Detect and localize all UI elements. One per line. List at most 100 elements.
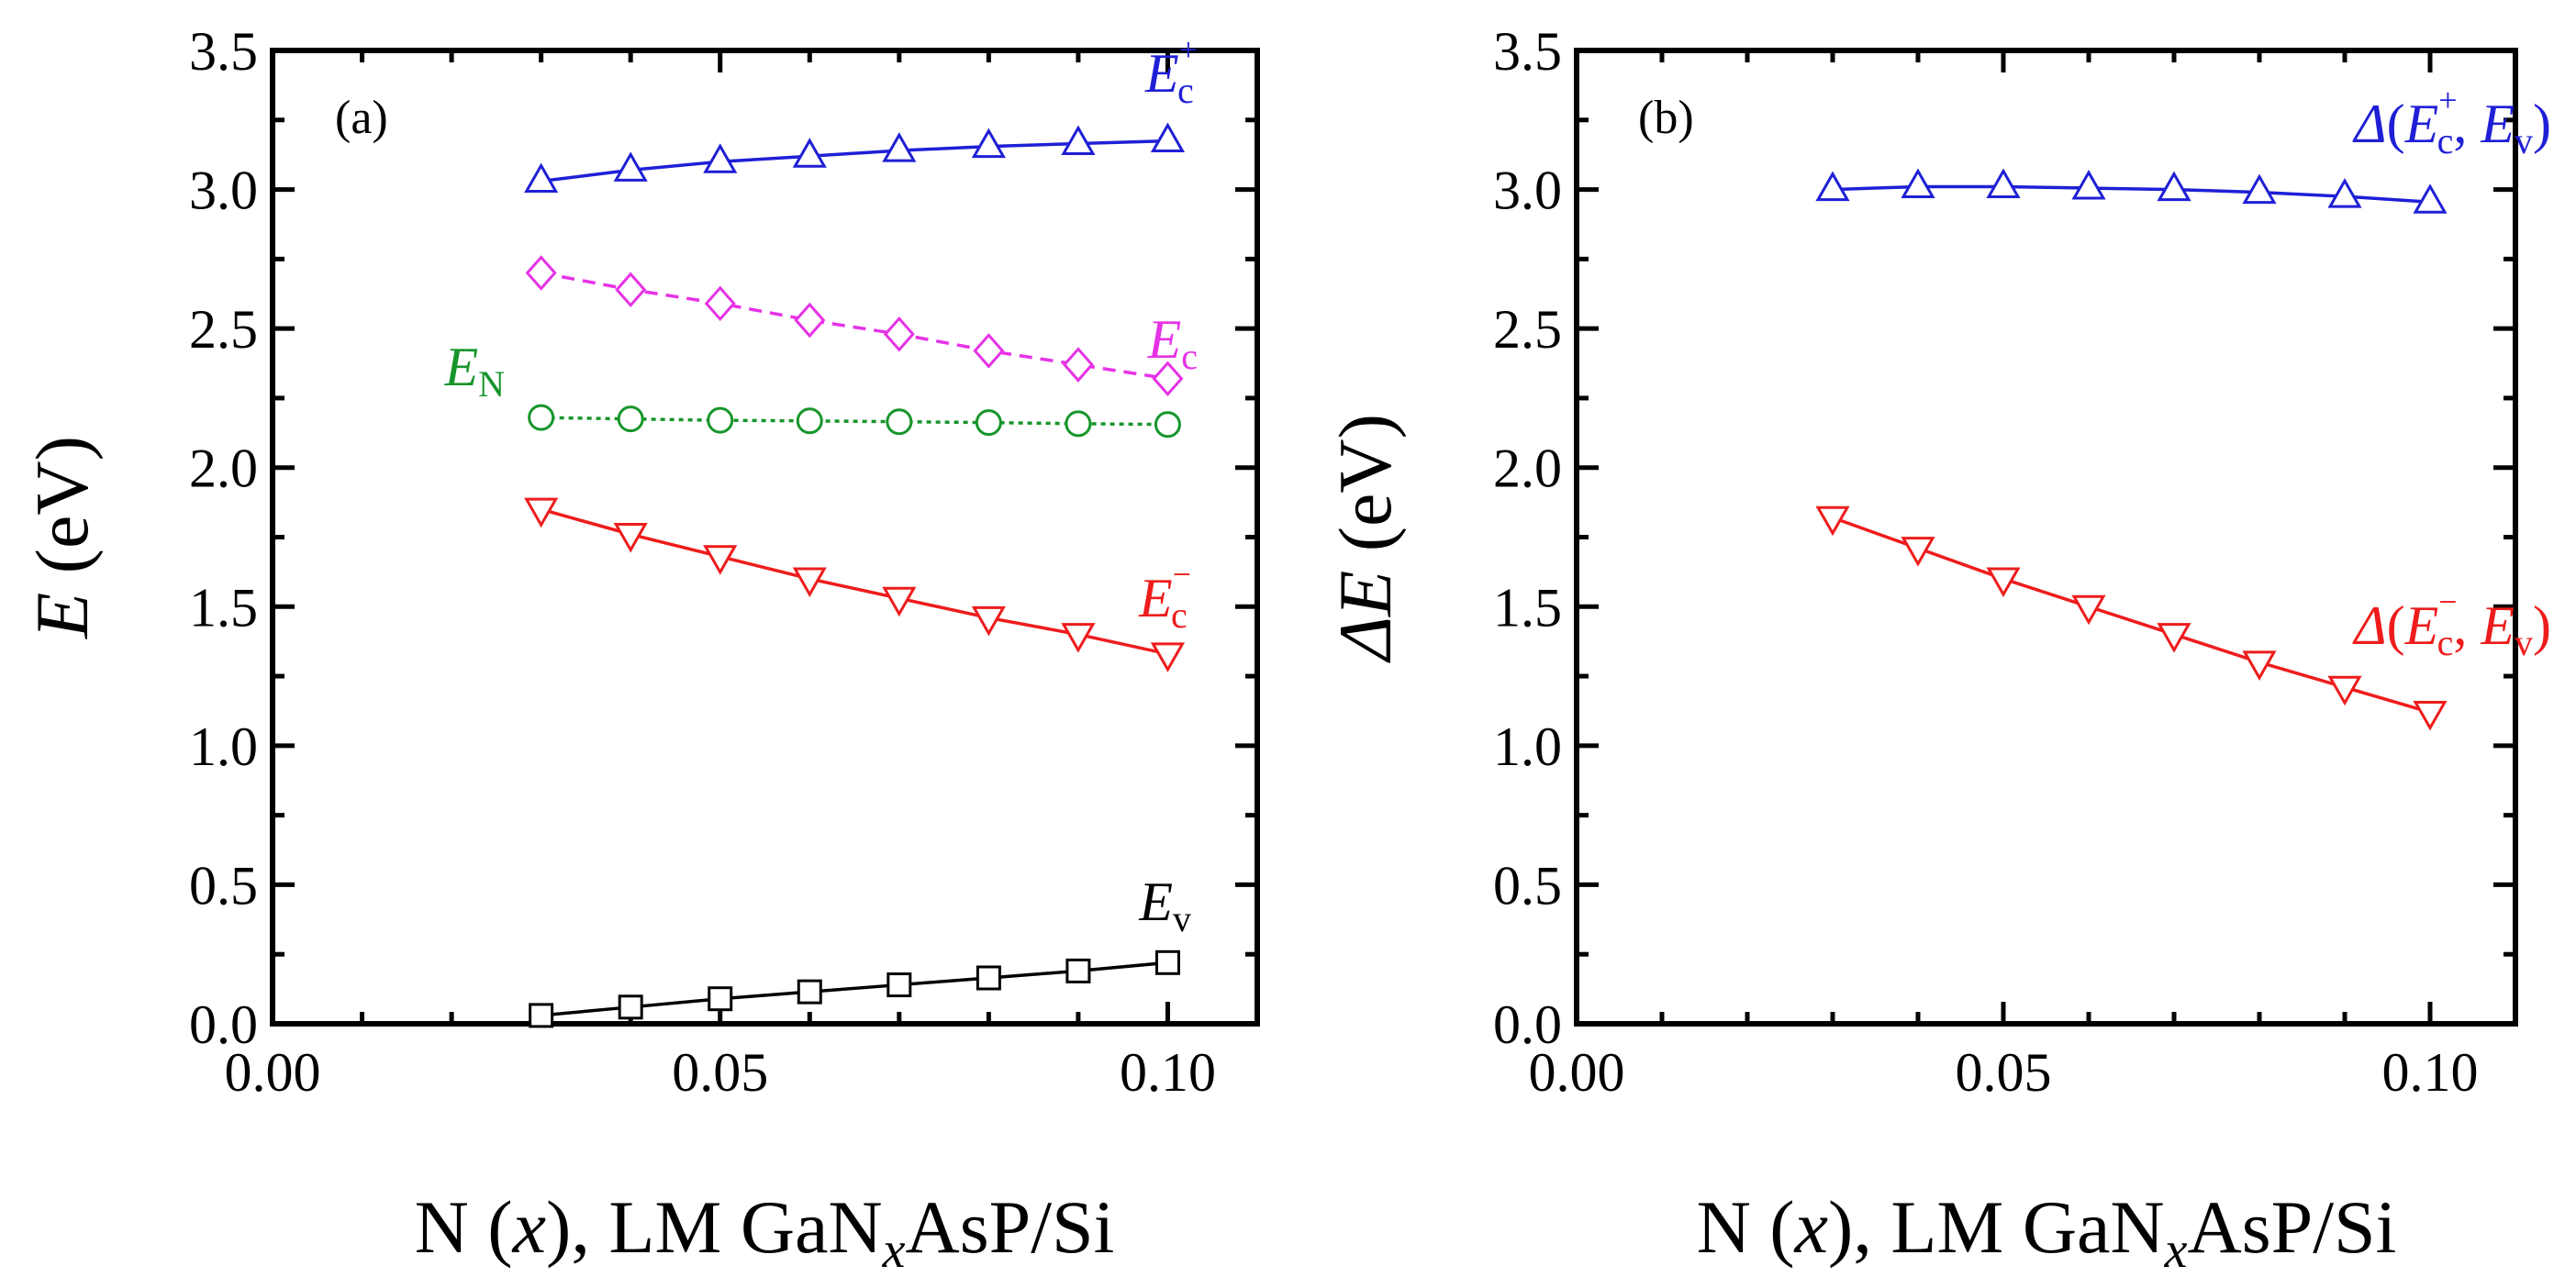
y-tick-label: 1.5 (189, 577, 258, 638)
data-point (2413, 700, 2448, 731)
data-point (1065, 410, 1092, 438)
data-point (887, 972, 912, 998)
x-axis-title: N (x), LM GaNxAsP/Si (415, 1185, 1115, 1279)
series-label: Δ(E+ c, Ev) (2352, 82, 2551, 161)
x-tick-label: 0.05 (1956, 1042, 2052, 1103)
data-point (882, 586, 917, 617)
data-point (703, 545, 738, 575)
panel-label: (b) (1638, 92, 1694, 144)
data-point (1150, 122, 1186, 153)
series-label: Ev (1138, 872, 1191, 939)
data-point (883, 316, 915, 352)
x-tick-label: 0.05 (672, 1042, 768, 1103)
series-line (1832, 184, 2431, 204)
data-point (2071, 170, 2106, 200)
data-point (1901, 168, 1935, 199)
data-point (792, 567, 827, 597)
data-point (1154, 949, 1180, 975)
series-line (541, 507, 1168, 656)
x-tick-label: 0.00 (225, 1042, 321, 1103)
data-point (617, 405, 644, 433)
data-point (1815, 171, 1850, 202)
y-tick-label: 0.5 (1493, 855, 1562, 916)
y-tick-label: 1.0 (1493, 716, 1562, 777)
series-Ec: Ec (525, 255, 1198, 396)
y-tick-label: 0.0 (189, 994, 258, 1055)
data-point (794, 302, 826, 339)
series-EN: EN (443, 337, 1181, 439)
data-point (792, 138, 827, 168)
y-tick-label: 3.5 (1493, 21, 1562, 82)
data-point (524, 162, 559, 193)
data-point (703, 143, 738, 173)
series-line (541, 960, 1168, 1017)
x-axis-title: N (x), LM GaNxAsP/Si (1697, 1185, 2397, 1279)
series-label: E− c (1138, 556, 1191, 636)
plot-frame (1574, 48, 2518, 1027)
y-tick-label: 0.5 (189, 855, 258, 916)
series-line (541, 416, 1168, 427)
data-point (2413, 183, 2448, 214)
data-point (1152, 361, 1184, 396)
series-label: EN (443, 337, 505, 405)
series-Ev: Ev (529, 872, 1191, 1028)
y-tick-label: 3.0 (189, 161, 258, 221)
series-line (1832, 516, 2431, 715)
data-point (618, 994, 643, 1020)
y-tick-label: 2.5 (189, 299, 258, 360)
data-point (704, 285, 736, 322)
x-tick-label: 0.10 (2382, 1042, 2479, 1103)
y-tick-label: 1.0 (189, 716, 258, 777)
data-point (2242, 650, 2277, 681)
data-point (707, 406, 734, 434)
chart-panel-b: 0.00 0.05 0.10 0.0 0.5 1.0 1.5 2.0 2.5 3.0 3.5 (b) Δ… (1323, 21, 2551, 1279)
series-Ec+: E+ c (524, 31, 1198, 193)
data-point (1986, 168, 2021, 199)
x-tick-label: 0.10 (1120, 1042, 1216, 1103)
series-line (541, 139, 1168, 183)
series-label: E+ c (1144, 31, 1198, 111)
data-point (528, 404, 555, 431)
data-point (2157, 171, 2191, 202)
data-point (2327, 178, 2362, 208)
data-point (1061, 125, 1096, 156)
y-tick-label: 2.0 (1493, 439, 1562, 499)
data-point (1901, 537, 1935, 567)
y-tick-label: 1.5 (1493, 577, 1562, 638)
series-line (541, 271, 1168, 381)
data-point (613, 522, 648, 553)
data-point (971, 128, 1006, 159)
data-point (971, 605, 1006, 637)
data-point (2071, 594, 2106, 626)
data-point (1062, 347, 1094, 383)
data-point (615, 272, 647, 307)
panel-label: (a) (335, 92, 388, 144)
y-axis-title: E (eV) (20, 436, 104, 639)
data-point (613, 151, 648, 182)
y-tick-label: 0.0 (1493, 994, 1562, 1055)
y-tick-label: 3.0 (1493, 161, 1562, 221)
plot-frame (270, 48, 1260, 1027)
series-label: Δ(E− c, Ev) (2352, 583, 2551, 663)
data-point (1150, 642, 1186, 672)
y-tick-label: 2.0 (189, 439, 258, 499)
series-label: Ec (1147, 309, 1198, 377)
data-point (2327, 675, 2362, 706)
y-tick-label: 2.5 (1493, 299, 1562, 360)
data-point (973, 333, 1005, 369)
data-point (525, 255, 557, 291)
series-Δ(Ec+, Ev): Δ(E+ c, Ev) (1815, 82, 2551, 214)
data-point (2242, 173, 2277, 205)
data-point (1065, 958, 1091, 983)
data-point (797, 979, 822, 1005)
series-Ec-: E− c (524, 497, 1191, 672)
data-point (524, 497, 559, 528)
series-Δ(Ec-, Ev): Δ(E− c, Ev) (1815, 505, 2551, 731)
data-point (886, 408, 913, 436)
y-axis-title: ΔE (eV) (1323, 414, 1407, 663)
data-point (2157, 623, 2191, 653)
data-point (1815, 505, 1850, 537)
data-point (1154, 411, 1181, 439)
data-point (976, 965, 1001, 991)
